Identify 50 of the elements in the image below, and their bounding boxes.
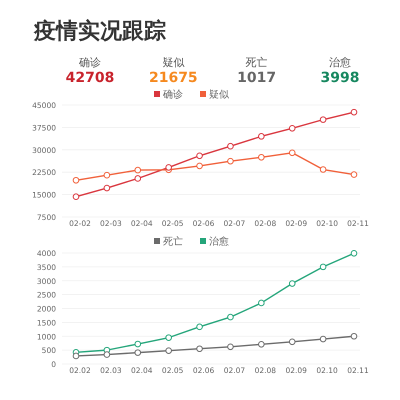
data-label: 21675 xyxy=(148,70,198,86)
point xyxy=(196,152,203,160)
text: 疫情实况跟踪 xyxy=(33,18,166,44)
point xyxy=(165,334,172,341)
point xyxy=(320,116,326,123)
legend-label: 确诊 xyxy=(162,88,183,100)
point xyxy=(165,164,172,171)
point xyxy=(350,108,358,116)
point xyxy=(134,349,142,356)
point xyxy=(288,338,296,346)
point xyxy=(350,332,358,340)
point xyxy=(196,345,203,352)
point xyxy=(350,171,358,178)
point xyxy=(72,193,80,200)
legend-label: 疑似 xyxy=(209,88,229,100)
point xyxy=(134,175,142,182)
point xyxy=(227,343,234,350)
point xyxy=(104,172,110,178)
point xyxy=(227,158,234,164)
point xyxy=(350,250,358,257)
point xyxy=(288,124,296,132)
point xyxy=(288,280,296,287)
point xyxy=(320,166,326,173)
point xyxy=(258,340,265,348)
point xyxy=(320,336,326,342)
legend-label: 死亡 xyxy=(163,236,183,248)
point xyxy=(72,352,80,360)
point xyxy=(258,300,265,306)
point xyxy=(196,324,203,330)
data-label: 1017 xyxy=(237,70,276,86)
point xyxy=(104,184,110,192)
point xyxy=(72,176,80,184)
point xyxy=(196,162,203,170)
point xyxy=(134,166,142,174)
point xyxy=(258,133,265,140)
category-label: 疑似 xyxy=(162,56,184,69)
point xyxy=(320,264,326,270)
point xyxy=(227,314,234,320)
point xyxy=(227,142,234,150)
category-label: 确诊 xyxy=(78,56,101,69)
point xyxy=(258,154,265,161)
category-label: 死亡 xyxy=(246,56,268,69)
point xyxy=(165,347,172,354)
point xyxy=(104,351,110,358)
data-label: 3998 xyxy=(320,70,360,86)
point xyxy=(134,340,142,348)
point xyxy=(288,149,296,156)
category-label: 治愈 xyxy=(329,56,351,69)
data-label: 42708 xyxy=(66,70,114,86)
legend-label: 治愈 xyxy=(209,236,229,248)
